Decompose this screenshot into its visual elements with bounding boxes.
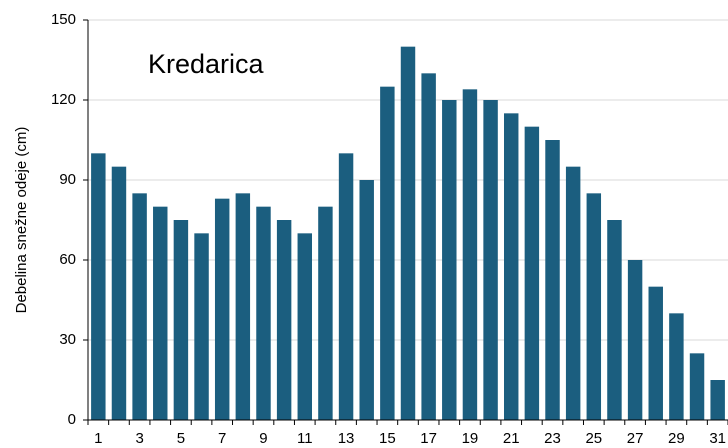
bar — [132, 193, 147, 420]
bar — [648, 286, 663, 420]
y-tick-label: 0 — [68, 411, 76, 428]
bar — [338, 153, 354, 421]
annotation: Kredarica — [148, 49, 265, 79]
bar — [710, 380, 725, 420]
bar — [607, 220, 622, 420]
bar — [111, 166, 127, 420]
bar — [627, 260, 643, 420]
x-tick-label: 17 — [420, 430, 437, 447]
bar — [256, 206, 271, 420]
bar — [173, 220, 189, 420]
y-tick-label: 150 — [51, 11, 76, 28]
x-tick-label: 13 — [338, 430, 355, 447]
bar — [421, 73, 436, 420]
bar — [235, 193, 251, 420]
bar — [297, 233, 312, 420]
y-tick-label: 60 — [59, 251, 76, 268]
x-tick-label: 21 — [503, 430, 520, 447]
bar — [380, 86, 395, 421]
y-axis-label: Debelina snežne odeje (cm) — [13, 127, 30, 314]
x-tick-label: 19 — [462, 430, 479, 447]
x-tick-label: 7 — [218, 430, 226, 447]
bar — [214, 198, 230, 420]
x-tick-label: 1 — [94, 430, 102, 447]
bar — [276, 220, 292, 420]
y-tick-label: 30 — [59, 331, 76, 348]
bar — [504, 113, 519, 420]
x-tick-label: 25 — [585, 430, 602, 447]
bar — [442, 100, 457, 420]
bar — [565, 166, 581, 420]
bar — [462, 89, 478, 420]
x-tick-label: 29 — [668, 430, 685, 447]
x-tick-label: 31 — [709, 430, 726, 447]
bar — [524, 126, 540, 421]
x-tick-label: 15 — [379, 430, 396, 447]
bar — [318, 206, 333, 420]
x-tick-label: 11 — [297, 430, 313, 447]
bar — [586, 193, 602, 420]
bar — [91, 153, 106, 421]
bar — [359, 180, 374, 420]
y-tick-label: 120 — [51, 91, 76, 108]
x-tick-label: 9 — [259, 430, 267, 447]
bar — [545, 140, 560, 420]
x-tick-label: 23 — [544, 430, 561, 447]
x-tick-label: 5 — [177, 430, 185, 447]
bar — [194, 233, 209, 420]
bar — [669, 313, 684, 420]
x-tick-label: 27 — [627, 430, 644, 447]
y-tick-label: 90 — [59, 171, 76, 188]
bar — [400, 46, 416, 421]
bar — [483, 100, 498, 420]
bar — [689, 353, 705, 420]
bar — [153, 206, 168, 420]
x-tick-label: 3 — [135, 430, 143, 447]
